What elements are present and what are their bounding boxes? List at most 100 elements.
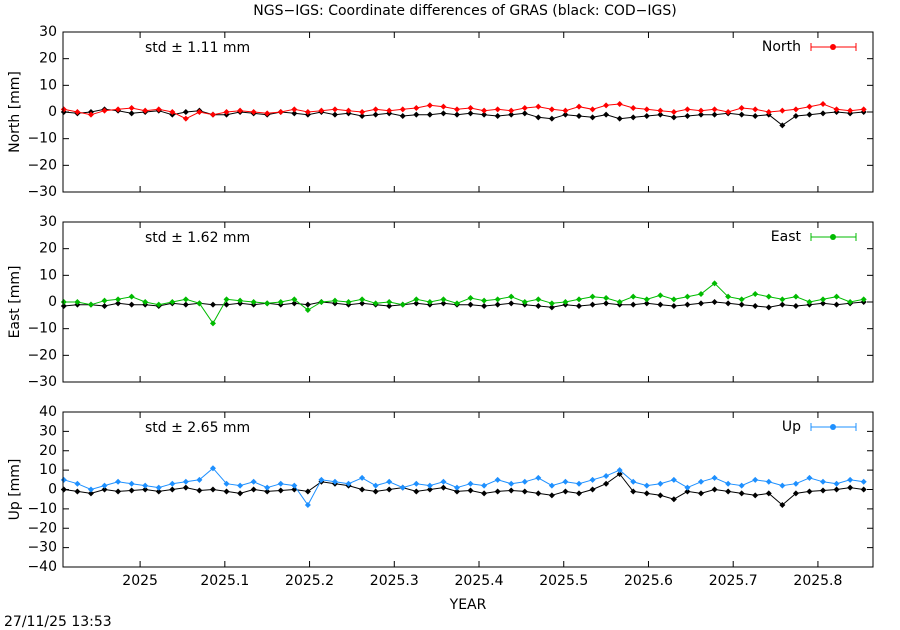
data-point bbox=[508, 300, 515, 307]
figure-title: NGS−IGS: Coordinate differences of GRAS … bbox=[253, 3, 676, 19]
x-tick-label: 2025.5 bbox=[539, 573, 588, 589]
data-point bbox=[521, 478, 528, 485]
data-point bbox=[467, 105, 474, 111]
data-point bbox=[643, 106, 650, 113]
y-tick-label: 30 bbox=[39, 214, 57, 230]
data-point bbox=[250, 299, 257, 305]
data-point bbox=[548, 482, 555, 489]
x-tick-label: 2025.6 bbox=[624, 573, 673, 589]
data-point bbox=[698, 111, 705, 118]
data-point bbox=[643, 490, 650, 497]
data-point bbox=[74, 488, 81, 495]
legend-marker bbox=[830, 44, 836, 50]
data-point bbox=[752, 476, 759, 483]
data-point bbox=[535, 103, 542, 110]
data-point bbox=[182, 296, 189, 303]
data-point bbox=[142, 482, 149, 489]
data-point bbox=[575, 103, 582, 110]
data-point bbox=[87, 486, 94, 493]
data-point bbox=[304, 502, 311, 508]
y-tick-label: −20 bbox=[27, 157, 57, 173]
data-point bbox=[291, 296, 298, 303]
data-point bbox=[508, 487, 515, 494]
plot-frame bbox=[62, 221, 874, 383]
y-tick-label: 0 bbox=[48, 104, 57, 120]
data-point bbox=[806, 474, 813, 481]
data-point bbox=[331, 478, 338, 485]
data-point bbox=[237, 482, 244, 489]
data-point bbox=[264, 300, 271, 307]
data-point bbox=[169, 486, 176, 493]
data-point bbox=[860, 296, 867, 303]
data-point bbox=[630, 293, 637, 300]
data-point bbox=[128, 301, 135, 308]
annotation: std ± 2.65 mm bbox=[145, 420, 250, 436]
data-point bbox=[318, 107, 325, 114]
x-axis-label: YEAR bbox=[449, 597, 487, 613]
data-point bbox=[142, 107, 149, 114]
data-point bbox=[128, 110, 135, 117]
data-point bbox=[860, 486, 867, 493]
data-point bbox=[711, 111, 718, 118]
data-point bbox=[738, 482, 745, 489]
data-point bbox=[494, 488, 501, 495]
data-point bbox=[616, 467, 623, 474]
data-point bbox=[630, 114, 637, 121]
data-point bbox=[684, 113, 691, 119]
data-point bbox=[725, 300, 732, 307]
y-tick-label: 20 bbox=[39, 51, 57, 67]
data-point bbox=[467, 480, 474, 487]
x-tick-label: 2025.7 bbox=[709, 573, 758, 589]
data-point bbox=[670, 114, 677, 121]
data-point bbox=[589, 114, 596, 121]
data-point bbox=[386, 107, 393, 114]
data-point bbox=[535, 303, 542, 309]
data-point bbox=[101, 482, 108, 489]
y-axis-label: Up [mm] bbox=[7, 459, 23, 521]
y-tick-label: −20 bbox=[27, 520, 57, 536]
data-point bbox=[115, 300, 122, 307]
data-point bbox=[264, 484, 271, 491]
data-point bbox=[60, 476, 67, 483]
data-point bbox=[698, 300, 705, 307]
data-point bbox=[779, 122, 786, 129]
data-point bbox=[386, 303, 393, 309]
data-point bbox=[643, 482, 650, 489]
data-point bbox=[833, 480, 840, 487]
data-point bbox=[698, 490, 705, 497]
data-point bbox=[670, 296, 677, 303]
data-point bbox=[847, 299, 854, 305]
data-point bbox=[413, 105, 420, 111]
data-point bbox=[386, 478, 393, 485]
data-point bbox=[711, 474, 718, 481]
data-point bbox=[359, 474, 366, 481]
data-point bbox=[359, 486, 366, 493]
data-point bbox=[738, 111, 745, 118]
data-point bbox=[711, 280, 718, 287]
data-point bbox=[359, 109, 366, 115]
data-point bbox=[562, 488, 569, 495]
data-point bbox=[426, 111, 433, 118]
data-point bbox=[508, 111, 515, 118]
x-tick-label: 2025.8 bbox=[793, 573, 842, 589]
data-point bbox=[657, 492, 664, 499]
data-point bbox=[223, 480, 230, 487]
data-point bbox=[589, 106, 596, 113]
data-point bbox=[820, 101, 827, 107]
data-point bbox=[453, 300, 460, 307]
data-point bbox=[277, 299, 284, 305]
data-point bbox=[725, 293, 732, 300]
data-point bbox=[453, 111, 460, 118]
data-point bbox=[304, 109, 311, 115]
data-point bbox=[481, 482, 488, 489]
data-point bbox=[399, 113, 406, 119]
data-point bbox=[820, 300, 827, 307]
data-point bbox=[331, 106, 338, 113]
data-point bbox=[359, 113, 366, 119]
data-point bbox=[399, 301, 406, 308]
data-point bbox=[372, 488, 379, 495]
data-point bbox=[291, 110, 298, 117]
x-tick-label: 2025.2 bbox=[285, 573, 334, 589]
data-point bbox=[521, 105, 528, 111]
y-axis-label: East [mm] bbox=[7, 266, 23, 339]
